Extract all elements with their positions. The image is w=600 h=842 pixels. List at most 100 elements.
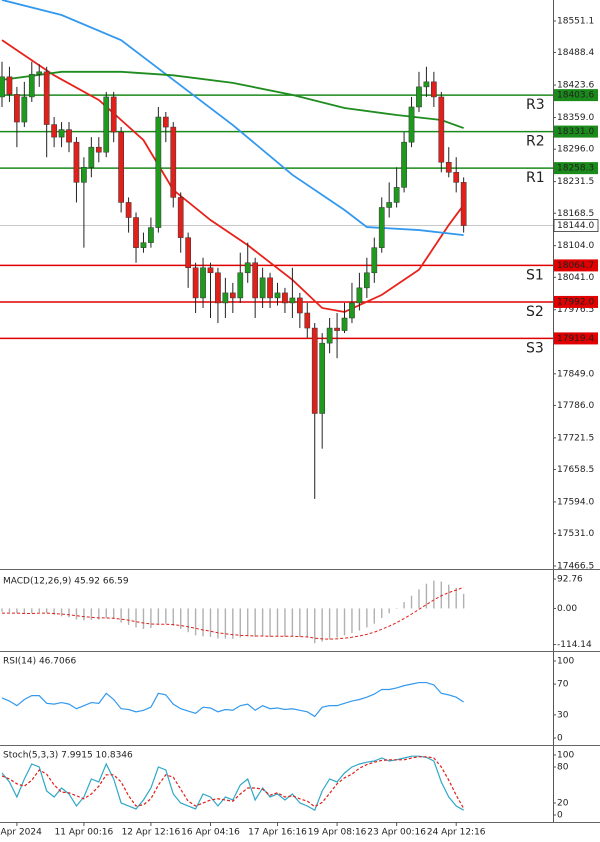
price-box-label: 18331.0: [557, 127, 594, 137]
macd-bar: [314, 608, 316, 644]
macd-bar: [217, 608, 219, 639]
candle-body: [43, 71, 50, 125]
candle-body: [259, 277, 266, 299]
macd-bar: [306, 608, 308, 638]
macd-bar: [60, 608, 63, 617]
candle-body: [170, 126, 177, 198]
macd-bar: [1, 608, 3, 612]
candle-body: [244, 262, 251, 274]
candle-body: [81, 167, 87, 183]
candle-body: [51, 124, 57, 138]
macd-bar: [462, 593, 465, 609]
candle-body: [0, 76, 5, 98]
candle-body: [364, 272, 370, 289]
candle-body: [304, 312, 311, 329]
y-tick-label: 17849.0: [557, 369, 594, 379]
price-box: [554, 162, 598, 175]
macd-bar: [8, 608, 11, 613]
macd-bar: [254, 608, 256, 637]
macd-bar: [448, 584, 450, 609]
macd-bar: [440, 581, 443, 609]
macd-bar: [284, 608, 286, 637]
macd-bar: [105, 608, 107, 618]
candle-body: [36, 71, 43, 75]
y-tick-label: 70: [557, 680, 569, 690]
macd-bar: [194, 608, 197, 636]
indicator-line: [1, 756, 465, 809]
y-tick-label: 100: [557, 750, 574, 760]
macd-bar: [269, 608, 271, 637]
y-tick-label: 17976.5: [557, 305, 594, 315]
macd-bar: [321, 608, 323, 642]
candle-body: [28, 74, 35, 98]
candle-body: [140, 242, 147, 248]
candle-body: [311, 327, 318, 414]
x-tick-label: 24 Apr 12:16: [427, 828, 486, 838]
y-tick-label: 20: [557, 798, 569, 808]
macd-bar: [53, 608, 55, 615]
y-tick-label: 0: [557, 733, 563, 743]
price-box-label: 18258.3: [557, 164, 594, 174]
y-tick-label: 18296.0: [557, 145, 594, 155]
candle-body: [66, 129, 72, 143]
y-tick-label: 18551.1: [557, 17, 594, 27]
candle-body: [207, 267, 214, 274]
macd-bar: [83, 608, 85, 621]
price-box-label: 18403.6: [557, 91, 594, 101]
candle-body: [185, 237, 191, 269]
candle-body: [356, 287, 363, 304]
candle-body: [401, 141, 407, 188]
x-tick-label: 19 Apr 08:16: [308, 828, 367, 838]
macd-bar: [157, 608, 160, 625]
candle-body: [21, 96, 28, 123]
candle-body: [118, 131, 124, 203]
x-tick-label: 17 Apr 16:16: [248, 828, 307, 838]
macd-bar: [142, 608, 145, 629]
macd-bar: [410, 595, 413, 609]
macd-bar: [343, 608, 346, 636]
macd-bar: [75, 608, 78, 620]
y-tick-label: 18359.0: [557, 113, 594, 123]
moving-average-line: [1, 0, 464, 237]
x-tick-label: 11 Apr 00:16: [55, 828, 114, 838]
macd-bar: [381, 608, 383, 618]
x-tick-label: 23 Apr 00:16: [367, 828, 426, 838]
macd-bar: [418, 589, 420, 609]
macd-bar: [366, 608, 368, 628]
y-tick-label: 18041.0: [557, 273, 594, 283]
x-tick-label: 9 Apr 2024: [0, 828, 42, 838]
macd-bar: [291, 608, 294, 637]
macd-bar: [135, 608, 137, 628]
macd-bar: [165, 608, 167, 624]
macd-bar: [328, 608, 331, 640]
macd-bar: [261, 608, 264, 637]
macd-bar: [150, 608, 152, 629]
y-tick-label: 17721.5: [557, 433, 594, 443]
level-name: S2: [526, 304, 544, 320]
candle-body: [73, 141, 80, 183]
macd-bar: [98, 608, 100, 620]
y-tick-label: 17786.0: [557, 401, 594, 411]
macd-bar: [433, 580, 435, 609]
candle-body: [133, 217, 139, 248]
macd-bar: [23, 608, 26, 615]
candle-body: [445, 161, 452, 173]
price-box-label: 18144.0: [557, 221, 594, 231]
candle-body: [289, 297, 296, 304]
panel-title: MACD(12,26,9) 45.92 66.59: [3, 577, 129, 587]
candle-body: [334, 327, 340, 331]
candle-body: [237, 272, 244, 299]
price-box-label: 17992.0: [557, 297, 594, 307]
macd-bar: [336, 608, 338, 638]
macd-bar: [224, 608, 227, 639]
macd-bar: [45, 608, 48, 614]
macd-bar: [358, 608, 361, 631]
panel-title: RSI(14) 46.7066: [3, 657, 76, 667]
candle-body: [282, 292, 288, 304]
x-tick-label: 16 Apr 04:16: [181, 828, 240, 838]
price-box: [554, 89, 598, 102]
y-tick-label: 17466.5: [557, 561, 594, 571]
x-tick-label: 12 Apr 12:16: [122, 828, 181, 838]
macd-bar: [373, 608, 375, 624]
